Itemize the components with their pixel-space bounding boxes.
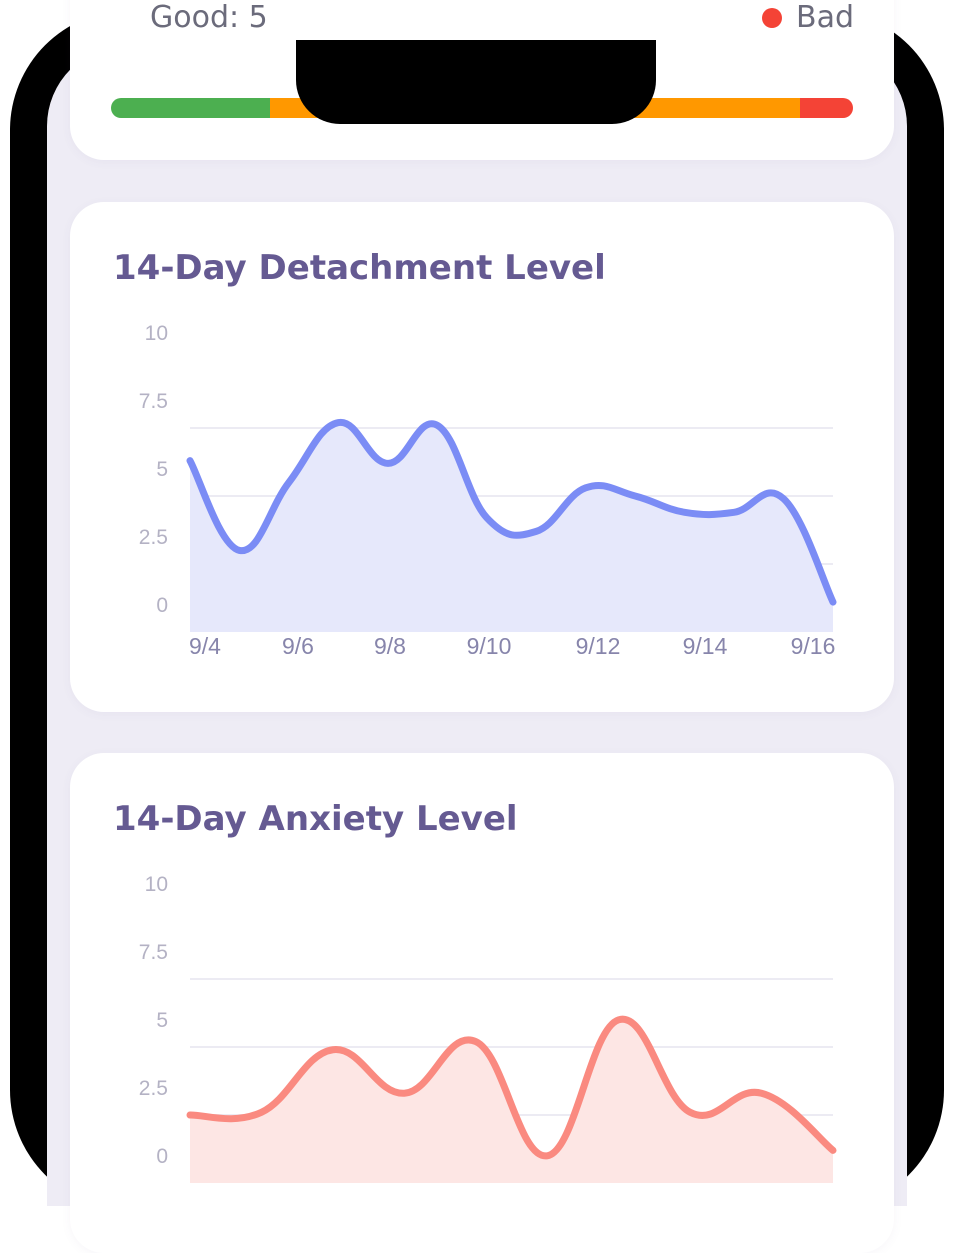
x-tick-label: 9/12 bbox=[576, 633, 621, 659]
x-tick-label: 9/8 bbox=[374, 633, 406, 659]
bad-count-label: Bad bbox=[795, 0, 854, 35]
y-tick-label: 10 bbox=[145, 873, 168, 896]
y-tick-label: 0 bbox=[156, 1145, 168, 1168]
detachment-chart: 0 2.5 5 7.5 10 9/4 9/6 9/8 9/10 9/12 9/14 9/16 bbox=[139, 322, 837, 659]
x-tick-label: 9/14 bbox=[683, 633, 728, 659]
bad-legend: Bad bbox=[761, 0, 854, 35]
x-axis-labels: 9/4 9/6 9/8 9/10 9/12 9/14 9/16 bbox=[189, 633, 835, 659]
anxiety-chart-title: 14-Day Anxiety Level bbox=[113, 799, 518, 839]
y-tick-label: 10 bbox=[145, 322, 168, 345]
detachment-card: 14-Day Detachment Level 0 2.5 5 7.5 10 9/4 9/6… bbox=[70, 202, 894, 712]
series-area bbox=[190, 1019, 833, 1183]
y-axis-labels: 0 2.5 5 7.5 10 bbox=[139, 322, 168, 617]
y-tick-label: 0 bbox=[156, 594, 168, 617]
good-segment bbox=[111, 98, 270, 118]
y-tick-label: 5 bbox=[156, 458, 168, 481]
y-tick-label: 2.5 bbox=[139, 526, 168, 549]
anxiety-chart: 0 2.5 5 7.5 10 bbox=[139, 873, 837, 1183]
y-tick-label: 7.5 bbox=[139, 941, 168, 964]
x-tick-label: 9/4 bbox=[189, 633, 221, 659]
detachment-chart-title: 14-Day Detachment Level bbox=[113, 248, 606, 288]
x-tick-label: 9/16 bbox=[791, 633, 836, 659]
y-tick-label: 7.5 bbox=[139, 390, 168, 413]
anxiety-card: 14-Day Anxiety Level 0 2.5 5 7.5 10 bbox=[70, 753, 894, 1253]
series-line bbox=[186, 1015, 837, 1160]
mood-summary-card: Good: 5 Bad bbox=[70, 0, 894, 160]
bad-segment bbox=[800, 98, 853, 118]
phone-notch bbox=[296, 40, 656, 124]
series-area bbox=[190, 422, 833, 632]
good-count-label: Good: 5 bbox=[150, 0, 268, 35]
y-tick-label: 5 bbox=[156, 1009, 168, 1032]
x-tick-label: 9/10 bbox=[467, 633, 512, 659]
mood-legend: Good: 5 Bad bbox=[150, 0, 854, 40]
series-line bbox=[186, 419, 837, 606]
bad-dot-icon bbox=[761, 7, 782, 28]
x-tick-label: 9/6 bbox=[282, 633, 314, 659]
y-tick-label: 2.5 bbox=[139, 1077, 168, 1100]
y-axis-labels: 0 2.5 5 7.5 10 bbox=[139, 873, 168, 1168]
